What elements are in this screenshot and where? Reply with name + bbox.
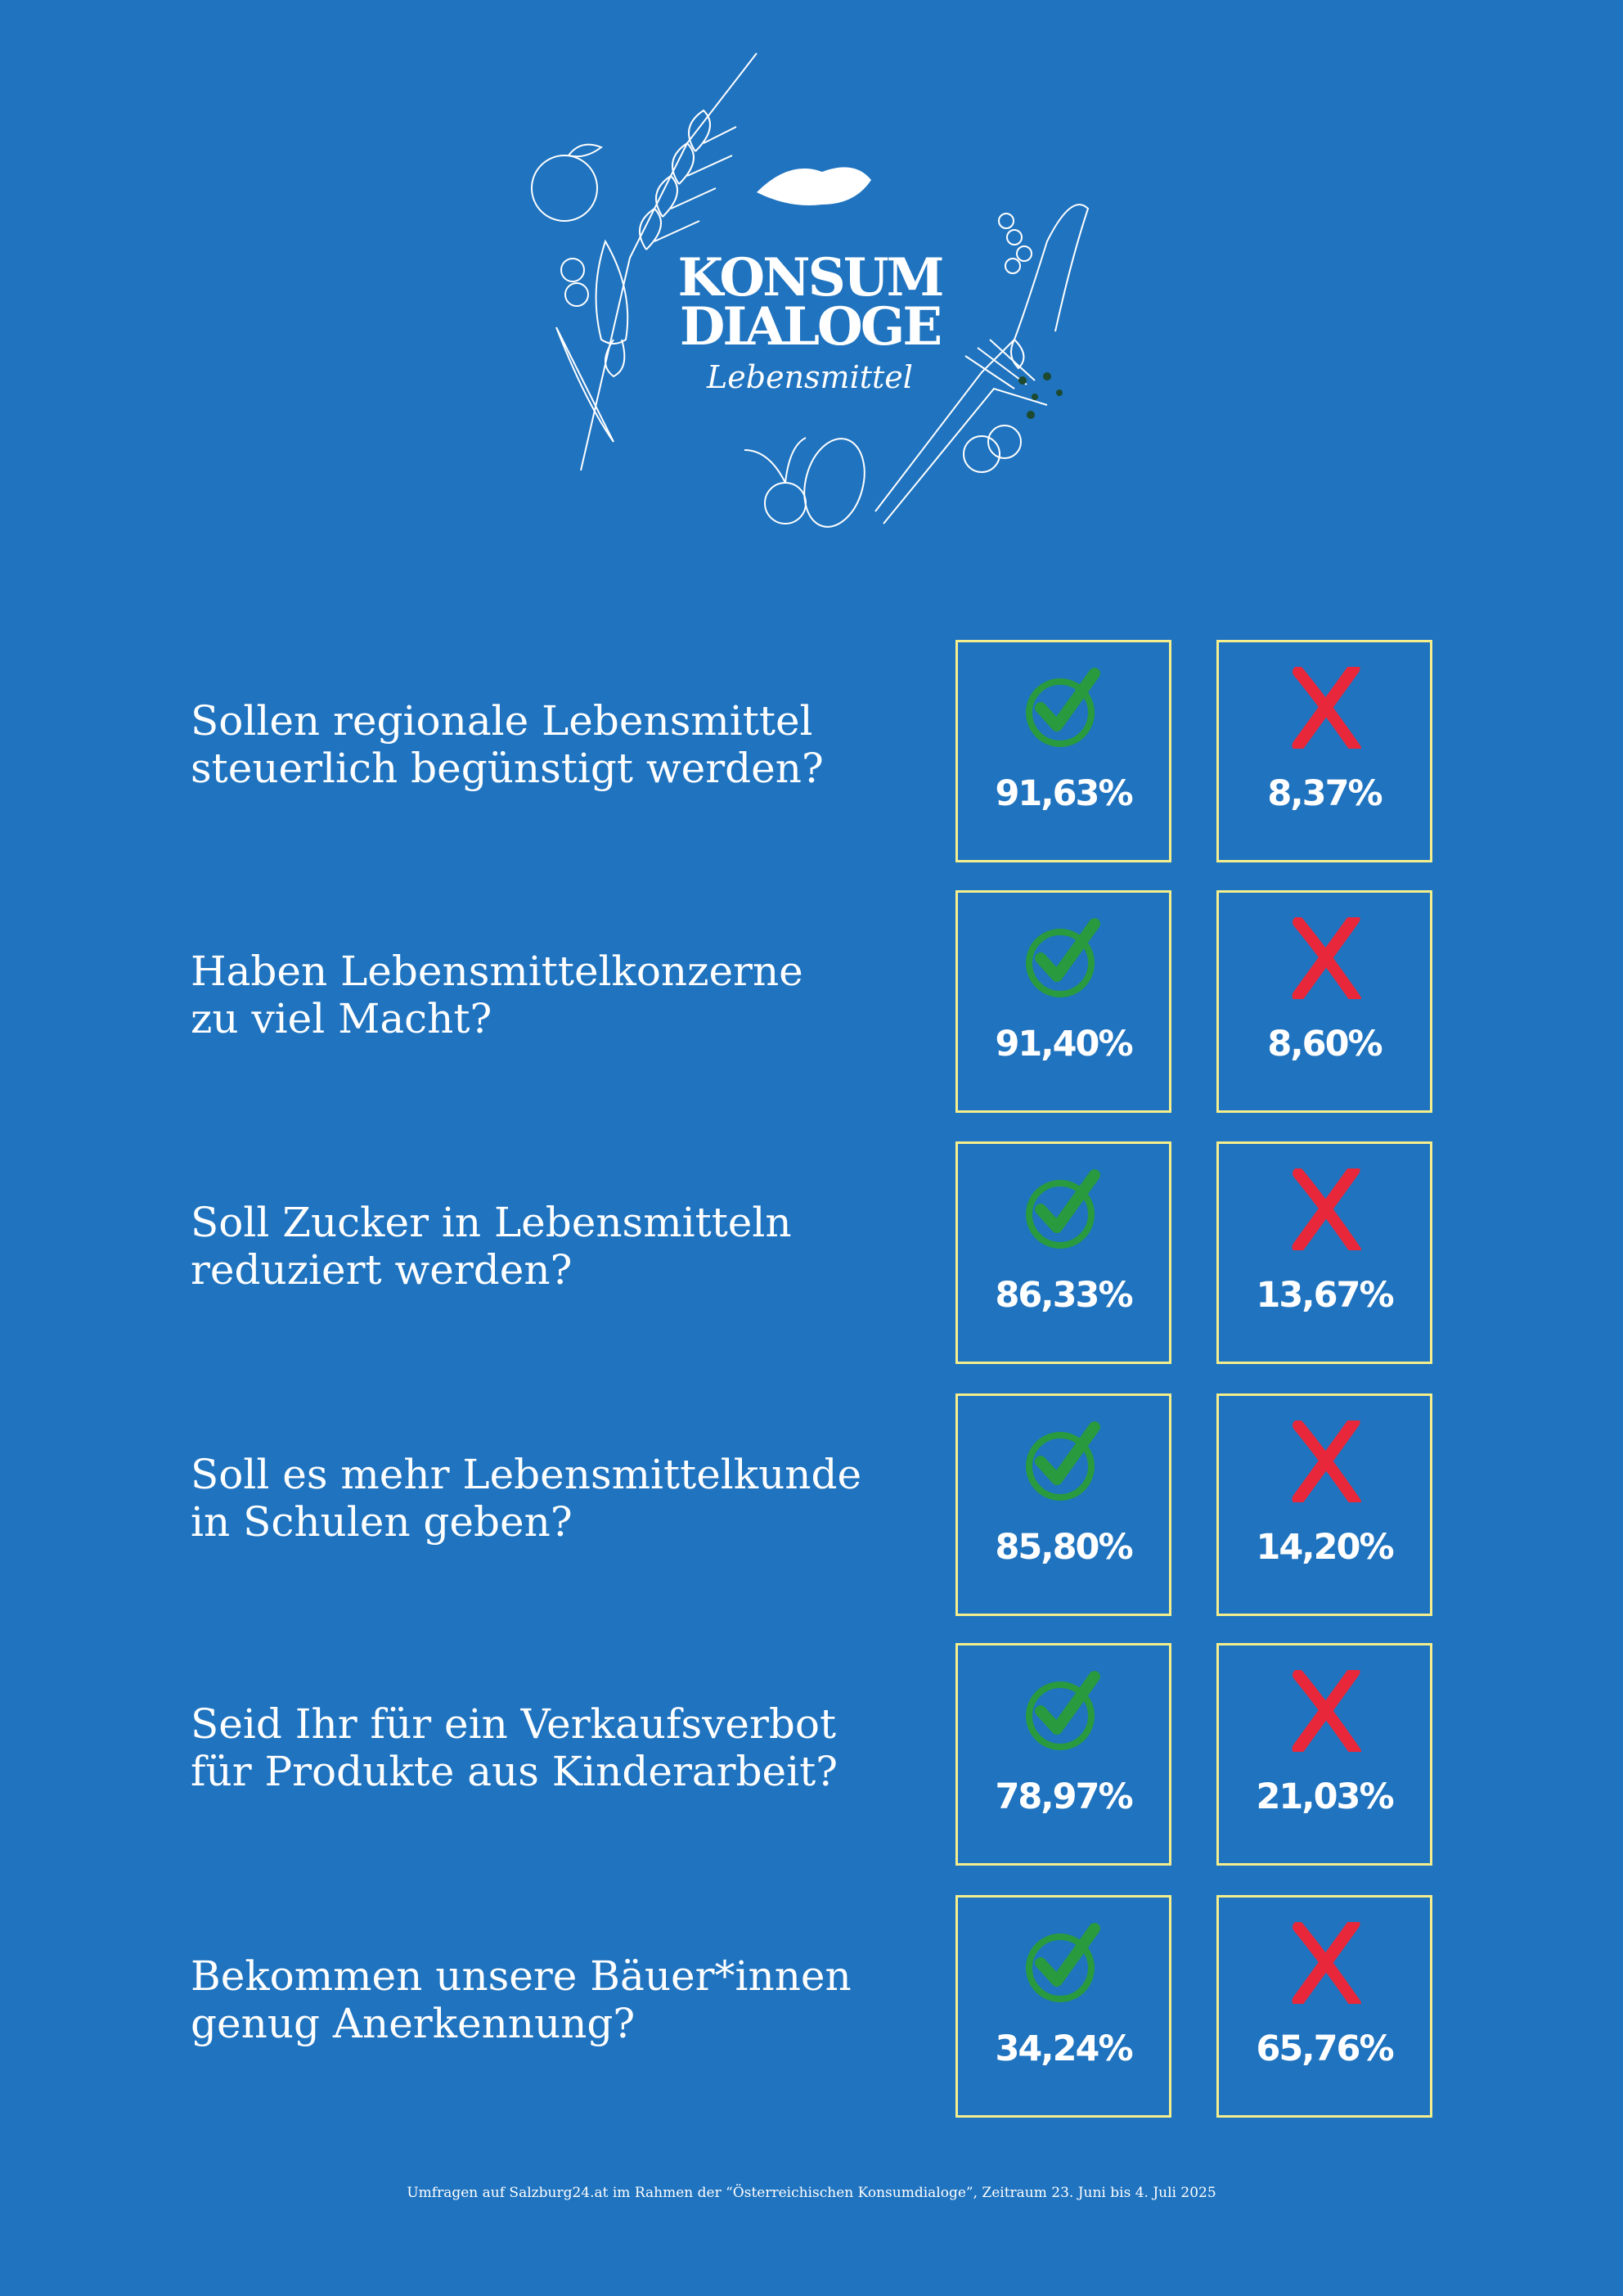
vegetable-wreath-illustration (531, 52, 1090, 528)
yes-percentage: 78,97% (995, 1776, 1133, 1817)
no-percentage: 21,03% (1256, 1776, 1394, 1817)
cross-icon (1284, 912, 1365, 1005)
survey-question-row: Haben Lebensmittelkonzerne zu viel Macht… (0, 890, 1623, 1113)
no-result-box: 21,03% (1216, 1643, 1432, 1866)
logo-title-line2: DIALOGE (679, 296, 942, 358)
no-percentage: 14,20% (1256, 1527, 1394, 1568)
yes-percentage: 86,33% (995, 1275, 1133, 1316)
question-line: steuerlich begünstigt werden? (191, 745, 824, 792)
question-text: Bekommen unsere Bäuer*innen genug Anerke… (191, 1952, 910, 2047)
yes-result-box: 34,24% (955, 1895, 1171, 2118)
question-text: Seid Ihr für ein Verkaufsverbot für Prod… (191, 1700, 910, 1795)
survey-question-row: Sollen regionale Lebensmittel steuerlich… (0, 640, 1623, 862)
cross-icon (1284, 1164, 1365, 1256)
question-line: Soll es mehr Lebensmittelkunde (191, 1451, 862, 1498)
check-circle-icon (1023, 667, 1104, 749)
question-text: Sollen regionale Lebensmittel steuerlich… (191, 697, 910, 792)
cross-icon (1284, 662, 1365, 754)
check-circle-icon (1023, 1922, 1104, 2004)
question-text: Haben Lebensmittelkonzerne zu viel Macht… (191, 948, 910, 1042)
no-percentage: 65,76% (1256, 2028, 1394, 2069)
question-text: Soll Zucker in Lebensmitteln reduziert w… (191, 1199, 910, 1294)
no-result-box: 65,76% (1216, 1895, 1432, 2118)
konsumdialoge-logo: KONSUM DIALOGE Lebensmittel (524, 45, 1096, 536)
question-line: zu viel Macht? (191, 995, 492, 1042)
question-line: reduziert werden? (191, 1246, 573, 1294)
logo-title-line1: KONSUM (677, 247, 944, 308)
no-result-box: 8,37% (1216, 640, 1432, 862)
no-result-box: 8,60% (1216, 890, 1432, 1113)
question-line: Soll Zucker in Lebensmitteln (191, 1199, 792, 1246)
check-circle-icon (1023, 917, 1104, 999)
logo-subtitle: Lebensmittel (707, 359, 913, 395)
no-result-box: 13,67% (1216, 1141, 1432, 1364)
question-text: Soll es mehr Lebensmittelkunde in Schule… (191, 1451, 910, 1546)
survey-question-row: Seid Ihr für ein Verkaufsverbot für Prod… (0, 1643, 1623, 1866)
yes-result-box: 85,80% (955, 1393, 1171, 1616)
cross-icon (1284, 1665, 1365, 1758)
no-percentage: 8,60% (1267, 1024, 1382, 1065)
yes-result-box: 91,63% (955, 640, 1171, 862)
cross-icon (1284, 1917, 1365, 2010)
cross-icon (1284, 1416, 1365, 1508)
no-result-box: 14,20% (1216, 1393, 1432, 1616)
check-circle-icon (1023, 1168, 1104, 1250)
yes-percentage: 91,63% (995, 773, 1133, 814)
no-percentage: 13,67% (1256, 1275, 1394, 1316)
check-circle-icon (1023, 1420, 1104, 1502)
question-line: Seid Ihr für ein Verkaufsverbot (191, 1700, 837, 1748)
yes-percentage: 91,40% (995, 1024, 1133, 1065)
survey-question-row: Soll Zucker in Lebensmitteln reduziert w… (0, 1141, 1623, 1364)
yes-result-box: 78,97% (955, 1643, 1171, 1866)
question-line: Haben Lebensmittelkonzerne (191, 948, 803, 995)
question-line: für Produkte aus Kinderarbeit? (191, 1748, 838, 1795)
question-line: in Schulen geben? (191, 1498, 573, 1546)
question-line: Sollen regionale Lebensmittel (191, 697, 813, 745)
survey-question-row: Soll es mehr Lebensmittelkunde in Schule… (0, 1393, 1623, 1616)
yes-percentage: 34,24% (995, 2028, 1133, 2069)
yes-result-box: 86,33% (955, 1141, 1171, 1364)
footer-source-note: Umfragen auf Salzburg24.at im Rahmen der… (407, 2185, 1216, 2201)
no-percentage: 8,37% (1267, 773, 1382, 814)
survey-question-row: Bekommen unsere Bäuer*innen genug Anerke… (0, 1895, 1623, 2118)
question-line: genug Anerkennung? (191, 2000, 636, 2047)
yes-result-box: 91,40% (955, 890, 1171, 1113)
yes-percentage: 85,80% (995, 1527, 1133, 1568)
question-line: Bekommen unsere Bäuer*innen (191, 1952, 852, 2000)
check-circle-icon (1023, 1670, 1104, 1752)
